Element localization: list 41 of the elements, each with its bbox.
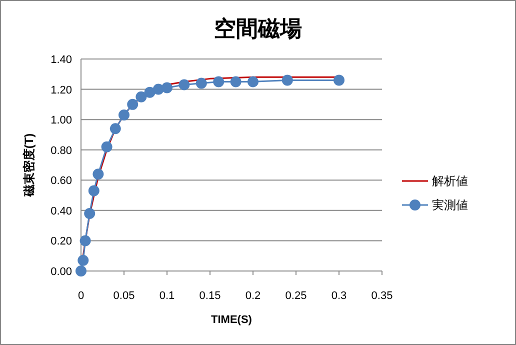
point — [78, 254, 89, 266]
point — [178, 79, 190, 90]
x-tick-label: 0.35 — [371, 290, 393, 302]
point — [92, 168, 104, 180]
point — [248, 76, 258, 88]
y-tick-label: 1.40 — [50, 54, 72, 66]
y-tick-label: 0.80 — [50, 144, 72, 157]
point — [213, 76, 224, 88]
point — [282, 74, 293, 86]
point — [76, 266, 86, 276]
point — [136, 91, 147, 102]
y-tick-label: 1.00 — [50, 114, 72, 127]
x-tick-label: 0.3 — [331, 290, 347, 302]
y-tick-label: 0.00 — [50, 266, 72, 278]
point — [144, 86, 156, 98]
x-tick-label: 0.2 — [245, 290, 261, 302]
y-tick-label: 0.20 — [50, 236, 72, 248]
x-tick-label: 0.25 — [285, 290, 307, 302]
point — [334, 74, 344, 86]
x-tick-label: 0.15 — [199, 290, 221, 302]
legend-label: 解析値 — [432, 174, 468, 188]
x-tick-label: 0 — [78, 290, 84, 302]
point — [101, 141, 112, 152]
point — [127, 98, 138, 110]
point — [118, 110, 130, 121]
x-tick-label: 0.1 — [159, 290, 175, 302]
y-tick-label: 0.40 — [50, 205, 72, 218]
point — [162, 82, 172, 94]
y-tick-label: 0.60 — [50, 175, 72, 188]
y-tick-label: 1.20 — [50, 84, 72, 96]
point — [230, 76, 242, 88]
x-axis-title: TIME(S) — [211, 314, 252, 326]
point — [80, 235, 91, 246]
point — [84, 208, 96, 219]
x-tick-label: 0.05 — [113, 290, 135, 302]
point — [88, 185, 100, 196]
chart-title: 空間磁場 — [214, 16, 302, 41]
point — [196, 78, 207, 89]
y-axis-title: 磁束密度(T) — [22, 133, 36, 198]
legend-label: 実測値 — [432, 198, 468, 212]
point — [110, 123, 121, 134]
